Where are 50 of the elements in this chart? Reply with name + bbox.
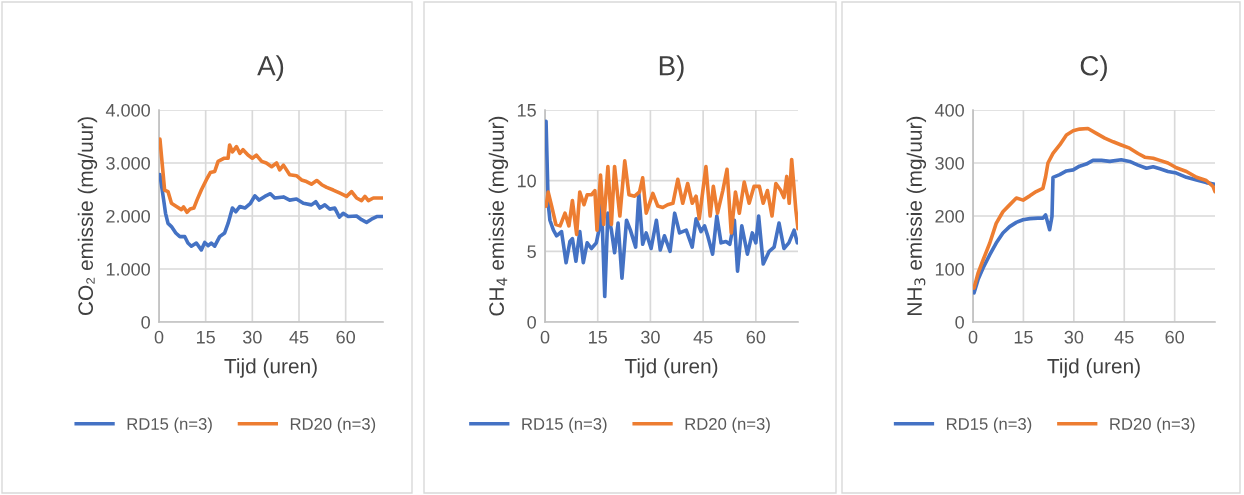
chart-title: C): [1080, 55, 1107, 82]
legend-label: RD15 (n=3): [947, 417, 1032, 434]
x-tick-label: 0: [968, 330, 978, 344]
y-axis-title: NH$_{3}$ emissie (mg/uur): [906, 116, 927, 315]
y-tick-label: 0: [527, 315, 536, 329]
x-tick-label: 60: [1165, 330, 1184, 344]
y-tick-label: 5: [527, 245, 536, 259]
x-tick-label: 15: [589, 331, 607, 344]
y-tick-label: 0: [141, 315, 150, 329]
x-tick-label: 45: [289, 331, 309, 344]
x-tick-label: 30: [641, 330, 660, 344]
chart-title: B): [659, 55, 684, 82]
y-axis-title: CH$_{4}$ emissie (mg/uur): [488, 116, 509, 316]
y-tick-label: 3.000: [106, 156, 150, 170]
line-series: [545, 157, 798, 237]
legend-label: RD15 (n=3): [522, 417, 607, 434]
y-tick-label: 10: [517, 174, 536, 188]
y-tick-label: 2.000: [106, 209, 150, 223]
y-tick-label: 400: [934, 103, 964, 117]
y-tick-label: 15: [517, 104, 536, 117]
line-series: [973, 126, 1215, 290]
x-axis-title: Tijd (uren): [1047, 358, 1140, 378]
x-tick-label: 45: [693, 331, 713, 344]
y-axis-title: CO₂ emissie (mg/uur): [77, 117, 98, 316]
y-tick-label: 200: [935, 209, 964, 223]
x-axis-title: Tijd (uren): [224, 358, 317, 378]
line-series: [159, 137, 383, 215]
legend-label: RD15 (n=3): [127, 417, 212, 434]
y-tick-label: 100: [935, 262, 964, 276]
y-tick-label: 1.000: [106, 262, 150, 276]
y-tick-label: 4.000: [105, 103, 150, 117]
x-tick-label: 60: [336, 330, 355, 344]
legend-label: RD20 (n=3): [1110, 417, 1195, 434]
y-tick-label: 300: [935, 156, 964, 170]
legend-label: RD20 (n=3): [290, 417, 376, 434]
line-series: [973, 158, 1215, 295]
x-tick-label: 60: [746, 330, 766, 344]
x-tick-label: 0: [540, 330, 550, 344]
chart-title: A): [257, 55, 284, 82]
x-tick-label: 15: [197, 331, 215, 344]
x-tick-label: 30: [1064, 330, 1084, 344]
line-series: [159, 172, 383, 252]
legend-label: RD20 (n=3): [685, 417, 770, 434]
x-axis-title: Tijd (uren): [624, 358, 718, 378]
x-tick-label: 15: [1014, 331, 1033, 344]
x-tick-label: 45: [1114, 331, 1134, 344]
x-tick-label: 0: [154, 330, 164, 344]
line-series: [545, 119, 798, 299]
y-tick-label: 0: [955, 315, 964, 329]
x-tick-label: 30: [242, 330, 262, 344]
